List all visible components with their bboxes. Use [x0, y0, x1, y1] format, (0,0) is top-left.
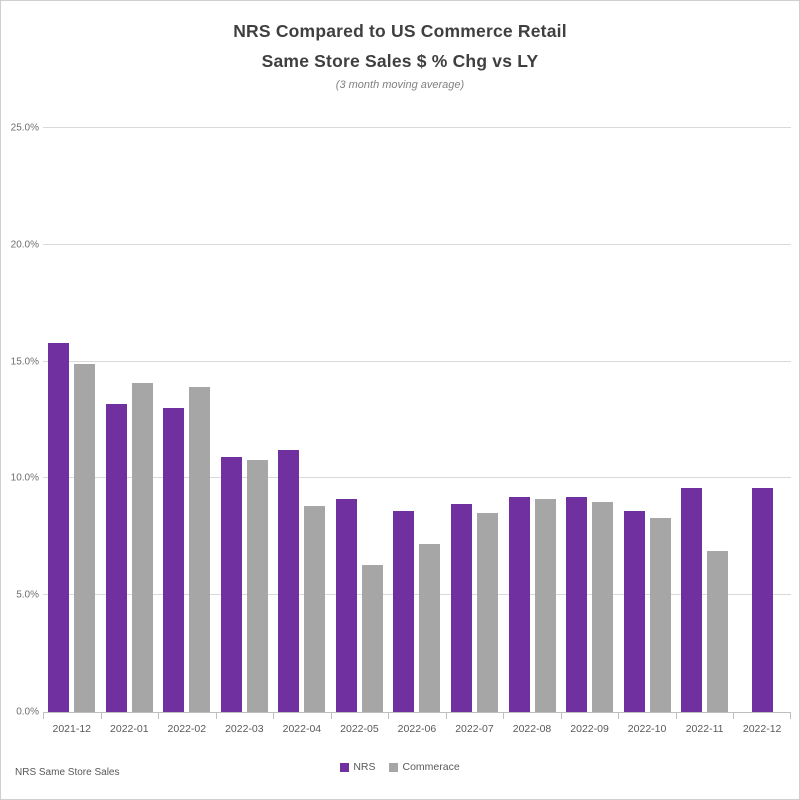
bar-commerace-2022-01	[131, 382, 153, 712]
category-2022-01	[101, 128, 159, 712]
legend-label-nrs: NRS	[353, 761, 376, 773]
x-axis-tick	[618, 713, 620, 719]
x-tick-label-2022-02: 2022-02	[167, 723, 207, 735]
bar-nrs-2022-04	[278, 450, 300, 712]
category-2021-12	[43, 128, 101, 712]
bar-nrs-2022-10	[623, 511, 645, 712]
y-tick-label-20: 20.0%	[10, 239, 39, 251]
x-axis-labels: 2021-12 2022-01 2022-02 2022-03 2022-04 2022-…	[43, 723, 791, 735]
x-tick-label-2022-03: 2022-03	[225, 723, 264, 735]
x-axis-tick	[388, 713, 390, 719]
x-tick-label-2022-12: 2022-12	[742, 723, 782, 735]
bar-nrs-2022-06	[393, 511, 415, 712]
x-axis-ticks	[43, 713, 791, 719]
bar-nrs-2022-02	[163, 408, 185, 712]
x-axis-tick	[273, 713, 275, 719]
x-tick-label-2022-05: 2022-05	[340, 723, 379, 735]
bar-nrs-2022-07	[450, 504, 472, 712]
category-2022-08	[503, 128, 561, 712]
bar-commerace-2022-03	[246, 459, 268, 712]
bars-row	[43, 128, 791, 712]
legend-label-commerce: Commerace	[402, 761, 460, 773]
category-2022-11	[676, 128, 734, 712]
x-tick-label-2022-01: 2022-01	[110, 723, 149, 735]
x-axis-tick	[330, 713, 332, 719]
x-tick-label-2022-09: 2022-09	[570, 723, 609, 735]
gridline-15	[43, 360, 791, 362]
bar-nrs-2022-11	[681, 487, 703, 712]
x-tick-label-2022-10: 2022-10	[627, 723, 667, 735]
category-2022-04	[273, 128, 331, 712]
bar-nrs-2022-01	[105, 403, 127, 712]
chart-subtitle: Same Store Sales $ % Chg vs LY	[261, 51, 539, 71]
category-2022-12	[733, 128, 791, 712]
plot-area	[43, 127, 791, 713]
y-tick-label-25: 25.0%	[10, 122, 39, 134]
bar-commerace-2022-11	[707, 550, 729, 712]
commerce-swatch-icon	[389, 762, 399, 772]
x-axis-tick	[445, 713, 447, 719]
bar-nrs-2022-12	[751, 487, 773, 712]
gridline-25	[43, 127, 791, 128]
nrs-swatch-icon	[340, 762, 350, 772]
gridline-20	[43, 243, 791, 245]
y-axis-labels: 0.0% 5.0% 10.0% 15.0% 20.0% 25.0%	[5, 123, 39, 718]
category-2022-06	[388, 128, 446, 712]
bar-commerace-2022-10	[649, 518, 671, 712]
chart-title: NRS Compared to US Commerce Retail	[233, 21, 567, 41]
x-axis-tick	[733, 713, 735, 719]
x-axis-tick	[503, 713, 505, 719]
bar-commerace-2022-08	[534, 499, 556, 712]
bar-commerace-2022-05	[361, 564, 383, 712]
x-tick-label-2022-06: 2022-06	[397, 723, 437, 735]
bar-commerace-2022-04	[304, 506, 326, 712]
gridline-5	[43, 594, 791, 596]
legend-item-commerce: Commerace	[389, 761, 460, 773]
bar-nrs-2022-08	[508, 497, 530, 712]
legend: NRS Commerace	[1, 761, 799, 773]
x-axis-tick	[215, 713, 217, 719]
bar-nrs-2022-09	[566, 497, 588, 712]
x-axis-tick	[158, 713, 160, 719]
bar-nrs-2022-05	[335, 499, 357, 712]
bar-commerace-2022-06	[419, 543, 441, 712]
chart-title-block: NRS Compared to US Commerce Retail Same …	[1, 21, 799, 91]
gridline-10	[43, 477, 791, 479]
x-axis-tick	[100, 713, 102, 719]
category-2022-02	[158, 128, 216, 712]
chart-caption: (3 month moving average)	[335, 79, 465, 91]
y-tick-label-0: 0.0%	[16, 706, 39, 718]
bar-commerace-2022-07	[476, 513, 498, 712]
y-tick-label-5: 5.0%	[16, 589, 39, 601]
category-2022-10	[618, 128, 676, 712]
x-axis-tick	[675, 713, 677, 719]
bar-commerace-2021-12	[74, 363, 96, 712]
bar-commerace-2022-09	[592, 501, 614, 712]
legend-item-nrs: NRS	[340, 761, 375, 773]
x-tick-label-2022-07: 2022-07	[455, 723, 494, 735]
category-2022-03	[216, 128, 274, 712]
bar-nrs-2022-03	[220, 457, 242, 712]
bar-commerace-2022-02	[189, 387, 211, 712]
category-2022-07	[446, 128, 504, 712]
category-2022-05	[331, 128, 389, 712]
x-axis-tick	[560, 713, 562, 719]
bar-nrs-2021-12	[48, 342, 70, 712]
x-tick-label-2022-04: 2022-04	[282, 723, 322, 735]
x-tick-label-2022-11: 2022-11	[685, 723, 724, 735]
y-tick-label-15: 15.0%	[10, 356, 39, 368]
category-2022-09	[561, 128, 619, 712]
footer-note: NRS Same Store Sales	[15, 767, 120, 778]
x-axis-tick	[43, 713, 44, 719]
y-tick-label-10: 10.0%	[10, 472, 39, 484]
x-axis-tick	[790, 713, 791, 719]
x-tick-label-2021-12: 2021-12	[52, 723, 92, 735]
x-tick-label-2022-08: 2022-08	[512, 723, 552, 735]
